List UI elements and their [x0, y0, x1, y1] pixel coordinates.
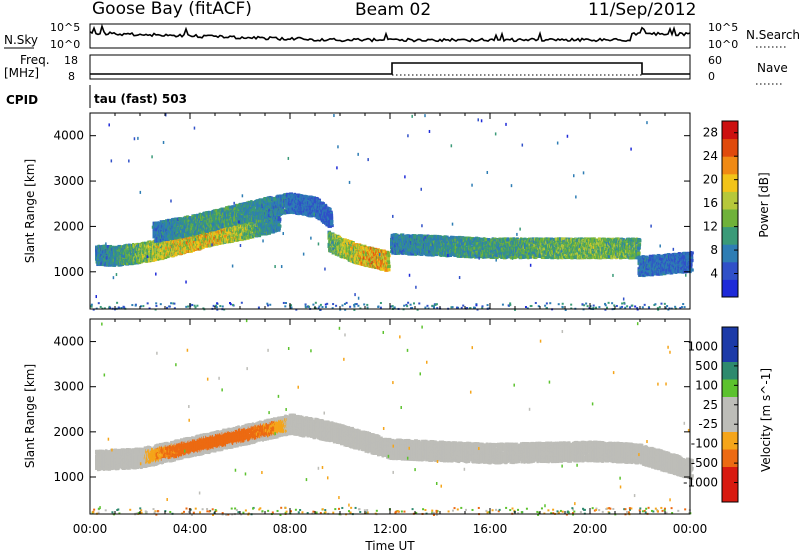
- freq-tick-hi: 18: [64, 54, 78, 67]
- nsearch-tick-lo: 10^0: [708, 38, 738, 51]
- nsky-tick-hi: 10^5: [50, 21, 80, 34]
- data-cell: [139, 256, 143, 260]
- nave-tick-hi: 60: [708, 54, 722, 67]
- data-cell: [110, 261, 113, 265]
- data-cell: [145, 259, 150, 263]
- data-cell: [109, 244, 113, 248]
- nsearch-tick-hi: 10^5: [708, 21, 738, 34]
- data-cell: [107, 257, 110, 261]
- data-cell: [112, 254, 116, 258]
- data-cell: [129, 254, 132, 258]
- data-cell: [132, 253, 135, 257]
- data-cell: [120, 254, 124, 258]
- freq-series: [90, 62, 690, 75]
- data-cell: [123, 244, 126, 248]
- data-cell: [128, 243, 131, 247]
- data-cell: [135, 242, 138, 246]
- freq-unit: [MHz]: [4, 66, 39, 80]
- cpid-label: CPID: [6, 93, 38, 107]
- nsky-tick-lo: 10^0: [50, 38, 80, 51]
- data-cell: [124, 256, 127, 260]
- data-cell: [114, 262, 119, 266]
- nsky-series: [89, 23, 691, 43]
- data-cell: [147, 256, 152, 260]
- data-cell: [100, 262, 103, 266]
- nave-tick-lo: 0: [708, 70, 715, 83]
- data-cell: [277, 218, 282, 222]
- nsearch-label: N.Search: [746, 28, 800, 42]
- data-cell: [110, 253, 113, 257]
- cpid-value: tau (fast) 503: [94, 92, 187, 106]
- nave-label: Nave: [757, 61, 788, 75]
- data-cell: [143, 244, 147, 248]
- data-cell: [125, 256, 128, 260]
- freq-tick-lo: 8: [68, 70, 75, 83]
- data-cell: [182, 233, 185, 237]
- date-title: 11/Sep/2012: [588, 0, 696, 20]
- station-title: Goose Bay (fitACF): [92, 0, 252, 19]
- nsky-label: N.Sky: [4, 33, 38, 47]
- beam-title: Beam 02: [355, 0, 431, 20]
- data-cell: [108, 259, 113, 263]
- freq-panel: [89, 54, 691, 80]
- power-heatmap: [90, 113, 694, 311]
- data-cell: [104, 247, 107, 251]
- data-cell: [134, 257, 137, 261]
- data-cell: [130, 258, 133, 262]
- data-cell: [138, 249, 142, 253]
- data-cell: [138, 259, 141, 263]
- data-cell: [129, 256, 132, 260]
- data-cell: [97, 244, 100, 248]
- data-cell: [126, 261, 130, 265]
- data-cell: [140, 259, 143, 263]
- freq-label: Freq.: [20, 53, 50, 67]
- nsky-panel: [89, 23, 691, 49]
- data-cell: [109, 247, 112, 251]
- data-cell: [140, 242, 143, 246]
- data-cell: [100, 253, 103, 257]
- data-cell: [277, 226, 281, 230]
- data-cell: [124, 254, 127, 258]
